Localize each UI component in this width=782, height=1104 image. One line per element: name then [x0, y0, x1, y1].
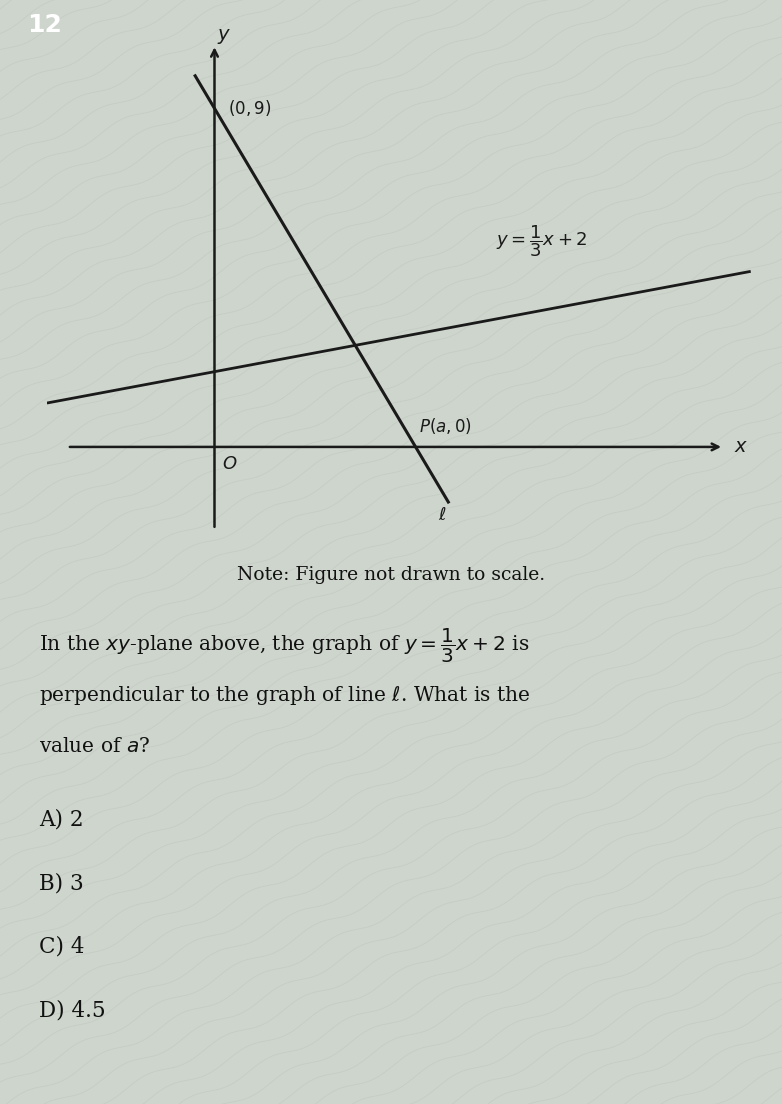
Text: Note: Figure not drawn to scale.: Note: Figure not drawn to scale. [237, 566, 545, 584]
Text: $(0,9)$: $(0,9)$ [228, 98, 271, 118]
Text: value of $\mathit{a}$?: value of $\mathit{a}$? [39, 737, 150, 756]
Text: 12: 12 [27, 13, 63, 36]
Text: In the $\mathit{xy}$-plane above, the graph of $y=\dfrac{1}{3}x+2$ is: In the $\mathit{xy}$-plane above, the gr… [39, 627, 529, 665]
Text: $y=\dfrac{1}{3}x+2$: $y=\dfrac{1}{3}x+2$ [496, 223, 587, 258]
Text: C) 4: C) 4 [39, 935, 84, 957]
Text: $\ell$: $\ell$ [438, 506, 447, 523]
Text: A) 2: A) 2 [39, 808, 84, 830]
Text: perpendicular to the graph of line $\ell$. What is the: perpendicular to the graph of line $\ell… [39, 684, 530, 708]
Text: $P(a, 0)$: $P(a, 0)$ [419, 415, 472, 436]
Text: $y$: $y$ [217, 28, 231, 46]
Text: B) 3: B) 3 [39, 872, 84, 894]
Text: $O$: $O$ [221, 455, 237, 473]
Text: D) 4.5: D) 4.5 [39, 999, 106, 1021]
Text: $x$: $x$ [734, 437, 748, 456]
